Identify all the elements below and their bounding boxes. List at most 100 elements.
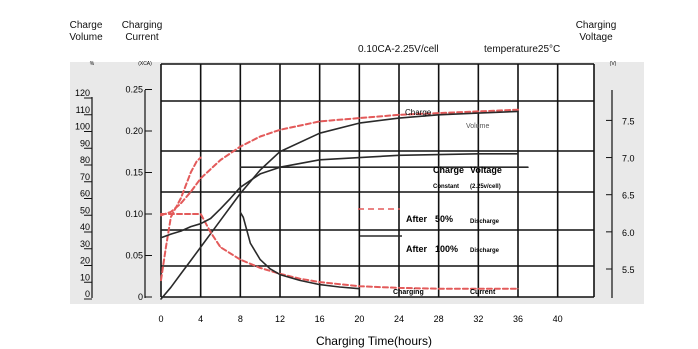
legend-50-after: After <box>406 214 427 224</box>
legend-100-pct: 100% <box>435 244 458 254</box>
series-point <box>319 284 320 285</box>
annotation-constant: Constant <box>433 184 459 190</box>
series-point <box>478 111 479 112</box>
series-point <box>160 237 161 238</box>
current-unit: (XCA) <box>138 61 152 67</box>
series-point <box>190 172 191 173</box>
series-point <box>359 118 360 119</box>
series-point <box>190 260 191 261</box>
x-axis-title: Charging Time(hours) <box>316 334 432 348</box>
series-point <box>279 151 280 152</box>
annotation-charge-voltage-2: Voltage <box>470 165 502 175</box>
series-point <box>319 281 320 282</box>
voltage-tick-label: 6.0 <box>622 228 635 238</box>
voltage-tick-label: 7.5 <box>622 116 635 126</box>
volume-tick-label: 10 <box>80 272 90 282</box>
series-point <box>438 112 439 113</box>
series-point <box>210 218 211 219</box>
volume-tick-label: 40 <box>80 222 90 232</box>
series-point <box>279 274 280 275</box>
series-point <box>240 212 241 213</box>
series-point <box>269 268 270 269</box>
series-point <box>299 280 300 281</box>
legend-50-pct: 50% <box>435 214 453 224</box>
series-point <box>339 286 340 287</box>
plot-area <box>161 64 594 297</box>
series-point <box>165 246 166 247</box>
x-tick-label: 16 <box>315 314 325 324</box>
series-point <box>230 198 231 199</box>
x-tick-label: 0 <box>158 314 163 324</box>
series-point <box>527 167 528 168</box>
series-point <box>359 288 360 289</box>
legend-100-after: After <box>406 244 427 254</box>
voltage-tick-label: 6.5 <box>622 191 635 201</box>
series-point <box>240 167 241 168</box>
x-tick-label: 36 <box>513 314 523 324</box>
x-tick-label: 12 <box>275 314 285 324</box>
series-point <box>438 114 439 115</box>
series-point <box>200 157 201 158</box>
series-point <box>240 259 241 260</box>
current-tick-label: 0.05 <box>125 251 143 261</box>
series-point <box>180 273 181 274</box>
series-point <box>220 159 221 160</box>
series-point <box>260 136 261 137</box>
series-point <box>196 161 197 162</box>
series-point <box>180 203 181 204</box>
series-point <box>260 267 261 268</box>
series-point <box>220 208 221 209</box>
series-point <box>180 231 181 232</box>
x-tick-label: 4 <box>198 314 203 324</box>
legend-100-text: Discharge <box>470 248 500 254</box>
series-point <box>200 246 201 247</box>
current-tick-label: 0.15 <box>125 168 143 178</box>
annotation-volume: Volume <box>466 123 489 130</box>
series-point <box>478 112 479 113</box>
series-point <box>160 280 161 281</box>
annotation-charge-voltage-1: Charge <box>433 165 464 175</box>
series-point <box>243 217 244 218</box>
series-point <box>517 288 518 289</box>
series-point <box>319 159 320 160</box>
series-point <box>359 286 360 287</box>
series-point <box>200 178 201 179</box>
x-tick-label: 8 <box>238 314 243 324</box>
volume-tick-label: 120 <box>75 88 90 98</box>
volume-tick-label: 110 <box>76 105 90 115</box>
series-point <box>250 242 251 243</box>
series-point <box>200 223 201 224</box>
series-point <box>180 213 181 214</box>
current-tick-label: 0 <box>138 292 143 302</box>
current-tick-label: 0.25 <box>125 85 143 95</box>
volume-tick-label: 20 <box>80 256 90 266</box>
volume-tick-label: 60 <box>80 189 90 199</box>
series-point <box>240 187 241 188</box>
series-point <box>398 155 399 156</box>
series-point <box>170 287 171 288</box>
x-tick-label: 28 <box>434 314 444 324</box>
current-tick-label: 0.20 <box>125 126 143 136</box>
series-point <box>260 169 261 170</box>
volume-tick-label: 90 <box>80 138 90 148</box>
volume-tick-label: 100 <box>75 122 90 132</box>
series-point <box>260 259 261 260</box>
x-tick-label: 20 <box>354 314 364 324</box>
volume-tick-label: 70 <box>80 172 90 182</box>
series-point <box>200 213 201 214</box>
series-point <box>299 278 300 279</box>
current-tick-label: 0.10 <box>125 209 143 219</box>
voltage-tick-label: 5.5 <box>622 265 635 275</box>
series-point <box>438 154 439 155</box>
series-point <box>240 146 241 147</box>
series-point <box>319 121 320 122</box>
series-point <box>517 153 518 154</box>
series-point <box>190 226 191 227</box>
voltage-unit: (V) <box>610 61 617 67</box>
series-point <box>170 211 171 212</box>
series-point <box>398 114 399 115</box>
volume-tick-label: 80 <box>80 155 90 165</box>
x-tick-label: 32 <box>473 314 483 324</box>
series-point <box>517 111 518 112</box>
